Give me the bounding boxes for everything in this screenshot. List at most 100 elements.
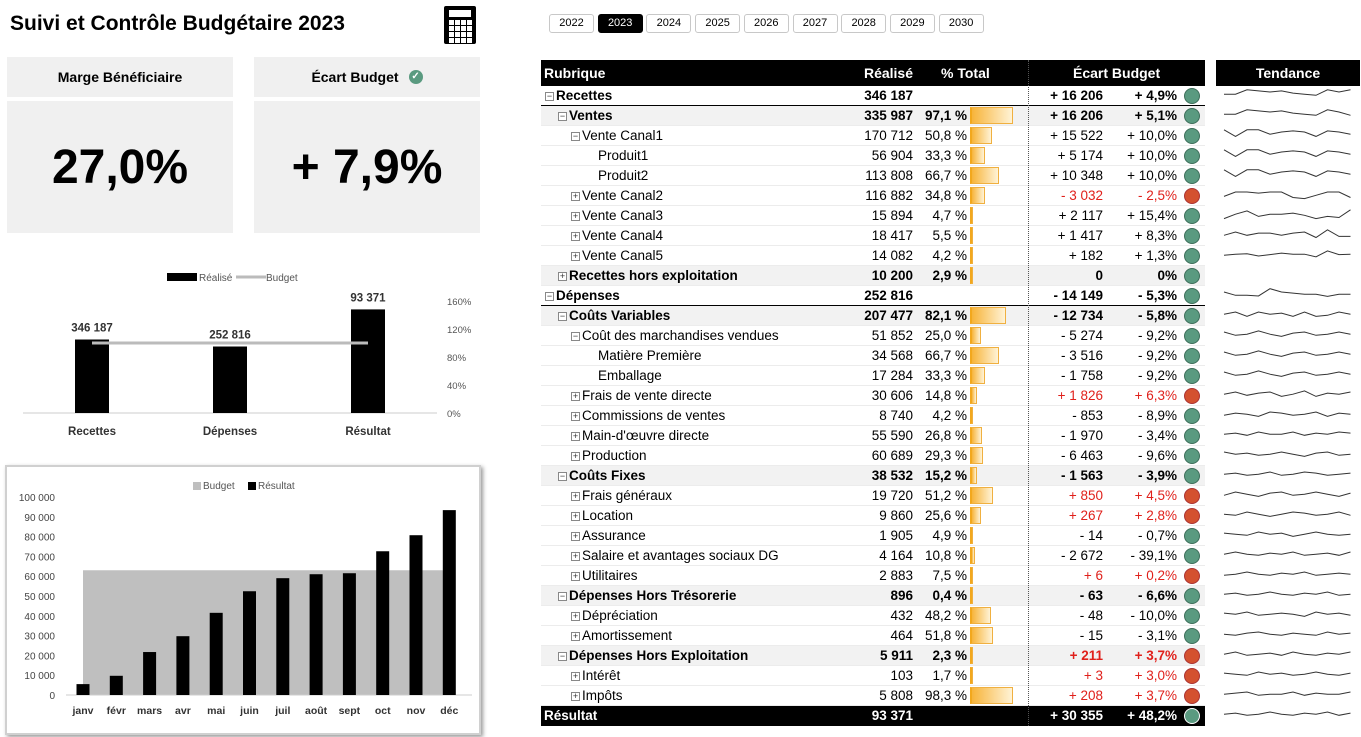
- row-label: + Intérêt: [571, 668, 620, 683]
- ecart-value: - 2 672: [1060, 548, 1103, 563]
- y-tick-label: 0%: [447, 409, 461, 420]
- table-row[interactable]: + Location 9 860 25,6 % + 267 + 2,8%: [541, 506, 1205, 526]
- pct-total-value: 25,6 %: [924, 508, 967, 523]
- table-row[interactable]: + Assurance 1 905 4,9 % - 14 - 0,7%: [541, 526, 1205, 546]
- year-button-2027[interactable]: 2027: [792, 14, 838, 33]
- column-divider: [1028, 60, 1029, 726]
- year-button-2025[interactable]: 2025: [695, 14, 741, 33]
- expand-icon[interactable]: +: [558, 271, 567, 281]
- table-row[interactable]: − Coûts Variables 207 477 82,1 % - 12 734 - 5…: [541, 306, 1205, 326]
- table-row[interactable]: + Commissions de ventes 8 740 4,2 % - 853 - 8…: [541, 406, 1205, 426]
- row-label-text: Produit2: [598, 168, 649, 183]
- realise-value: 55 590: [871, 428, 913, 443]
- year-button-2024[interactable]: 2024: [646, 14, 692, 33]
- year-button-2029[interactable]: 2029: [889, 14, 935, 33]
- collapse-icon[interactable]: −: [545, 291, 554, 301]
- table-row[interactable]: + Intérêt 103 1,7 % + 3 + 3,0%: [541, 666, 1205, 686]
- expand-icon[interactable]: +: [571, 551, 580, 561]
- data-label: 346 187: [71, 323, 113, 335]
- table-row[interactable]: Emballage 17 284 33,3 % - 1 758 - 9,2%: [541, 366, 1205, 386]
- collapse-icon[interactable]: −: [558, 471, 567, 481]
- pct-total-value: 15,2 %: [924, 468, 967, 483]
- table-row[interactable]: + Amortissement 464 51,8 % - 15 - 3,1%: [541, 626, 1205, 646]
- collapse-icon[interactable]: −: [558, 311, 567, 321]
- pct-total-bar: [970, 567, 974, 584]
- collapse-icon[interactable]: −: [558, 591, 567, 601]
- realise-value: 252 816: [864, 288, 913, 303]
- expand-icon[interactable]: +: [571, 631, 580, 641]
- year-button-2026[interactable]: 2026: [743, 14, 789, 33]
- collapse-icon[interactable]: −: [571, 131, 580, 141]
- expand-icon[interactable]: +: [571, 571, 580, 581]
- row-label-text: Amortissement: [582, 628, 673, 643]
- expand-icon[interactable]: +: [571, 251, 580, 261]
- expand-icon[interactable]: +: [571, 411, 580, 421]
- bar-nov: [409, 535, 423, 695]
- table-row[interactable]: + Dépréciation 432 48,2 % - 48 - 10,0%: [541, 606, 1205, 626]
- budget-area: [83, 570, 450, 695]
- table-row[interactable]: + Salaire et avantages sociaux DG 4 164 10,…: [541, 546, 1205, 566]
- table-row[interactable]: + Vente Canal4 18 417 5,5 % + 1 417 + 8,3%: [541, 226, 1205, 246]
- ecart-value: + 850: [1068, 488, 1103, 503]
- pct-total-value: 1,7 %: [932, 668, 967, 683]
- year-button-2028[interactable]: 2028: [841, 14, 887, 33]
- expand-icon[interactable]: +: [571, 611, 580, 621]
- expand-icon[interactable]: +: [571, 191, 580, 201]
- year-button-2022[interactable]: 2022: [549, 14, 594, 33]
- y-tick-label: 100 000: [19, 493, 56, 504]
- expand-icon[interactable]: +: [571, 391, 580, 401]
- table-row[interactable]: + Impôts 5 808 98,3 % + 208 + 3,7%: [541, 686, 1205, 706]
- expand-icon[interactable]: +: [571, 431, 580, 441]
- year-button-2030[interactable]: 2030: [938, 14, 984, 33]
- table-row[interactable]: + Main-d'œuvre directe 55 590 26,8 % - 1 970…: [541, 426, 1205, 446]
- expand-icon[interactable]: +: [571, 231, 580, 241]
- expand-icon[interactable]: +: [571, 691, 580, 701]
- table-row[interactable]: + Vente Canal5 14 082 4,2 % + 182 + 1,3%: [541, 246, 1205, 266]
- row-label: − Dépenses Hors Exploitation: [558, 648, 748, 663]
- collapse-icon[interactable]: −: [571, 331, 580, 341]
- expand-icon[interactable]: +: [571, 451, 580, 461]
- pct-total-value: 33,3 %: [924, 148, 967, 163]
- row-label: Emballage: [598, 368, 662, 383]
- sparkline: [1223, 350, 1351, 357]
- ecart-pct-value: - 39,1%: [1130, 548, 1177, 563]
- expand-icon[interactable]: +: [571, 511, 580, 521]
- table-row[interactable]: Matière Première 34 568 66,7 % - 3 516 - 9,2…: [541, 346, 1205, 366]
- collapse-icon[interactable]: −: [545, 91, 554, 101]
- expand-icon[interactable]: +: [571, 671, 580, 681]
- ecart-pct-value: - 6,6%: [1137, 588, 1177, 603]
- table-row[interactable]: + Frais généraux 19 720 51,2 % + 850 + 4,5%: [541, 486, 1205, 506]
- expand-icon[interactable]: +: [571, 211, 580, 221]
- table-row[interactable]: + Recettes hors exploitation 10 200 2,9 % 0 0…: [541, 266, 1205, 286]
- year-button-2023[interactable]: 2023: [597, 14, 643, 33]
- table-row[interactable]: Produit2 113 808 66,7 % + 10 348 + 10,0%: [541, 166, 1205, 186]
- table-row[interactable]: + Utilitaires 2 883 7,5 % + 6 + 0,2%: [541, 566, 1205, 586]
- x-month-label: août: [305, 705, 328, 717]
- table-row[interactable]: − Dépenses Hors Trésorerie 896 0,4 % - 63 - 6…: [541, 586, 1205, 606]
- table-row[interactable]: − Ventes 335 987 97,1 % + 16 206 + 5,1%: [541, 106, 1205, 126]
- collapse-icon[interactable]: −: [558, 651, 567, 661]
- table-row[interactable]: + Vente Canal3 15 894 4,7 % + 2 117 + 15,4%: [541, 206, 1205, 226]
- table-row[interactable]: − Vente Canal1 170 712 50,8 % + 15 522 + 10,0…: [541, 126, 1205, 146]
- table-row[interactable]: − Coûts Fixes 38 532 15,2 % - 1 563 - 3,9%: [541, 466, 1205, 486]
- expand-icon[interactable]: +: [571, 491, 580, 501]
- collapse-icon[interactable]: −: [558, 111, 567, 121]
- table-row[interactable]: − Dépenses Hors Exploitation 5 911 2,3 % + 2…: [541, 646, 1205, 666]
- table-row[interactable]: − Dépenses 252 816 - 14 149 - 5,3%: [541, 286, 1205, 306]
- bar-mars: [143, 652, 157, 695]
- sparkline: [1223, 370, 1351, 377]
- kpi-ecart-header: Écart Budget ✓: [254, 57, 480, 97]
- row-label-text: Coûts Variables: [569, 308, 671, 323]
- sparkline: [1223, 149, 1351, 157]
- expand-icon[interactable]: +: [571, 531, 580, 541]
- table-row[interactable]: − Recettes 346 187 + 16 206 + 4,9%: [541, 86, 1205, 106]
- sparkline: [1223, 711, 1351, 716]
- table-row[interactable]: + Production 60 689 29,3 % - 6 463 - 9,6%: [541, 446, 1205, 466]
- ecart-pct-value: - 9,2%: [1137, 328, 1177, 343]
- y-tick-label: 60 000: [24, 572, 55, 583]
- table-row[interactable]: Produit1 56 904 33,3 % + 5 174 + 10,0%: [541, 146, 1205, 166]
- table-row[interactable]: − Coût des marchandises vendues 51 852 25,0…: [541, 326, 1205, 346]
- table-row[interactable]: + Vente Canal2 116 882 34,8 % - 3 032 - 2,5%: [541, 186, 1205, 206]
- table-row[interactable]: + Frais de vente directe 30 606 14,8 % + 1 8…: [541, 386, 1205, 406]
- row-label: + Vente Canal2: [571, 188, 663, 203]
